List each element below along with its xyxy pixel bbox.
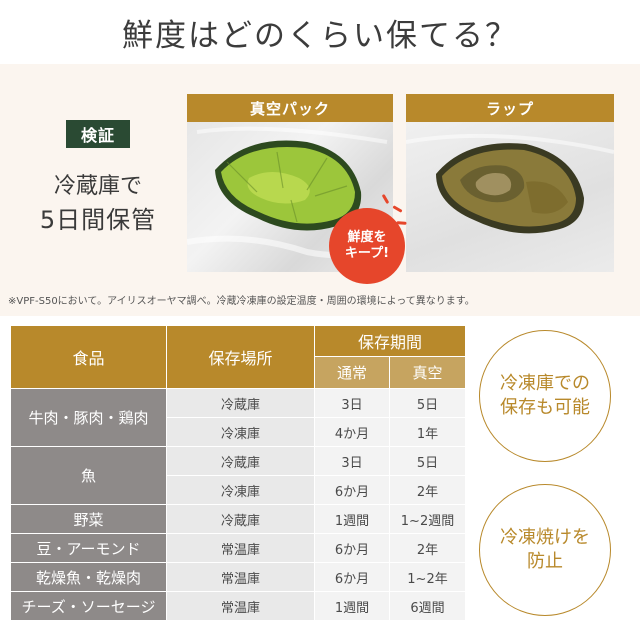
header-normal: 通常: [314, 356, 390, 389]
storage-condition-line1: 冷蔵庫で: [53, 174, 142, 199]
vacuum-avocado-photo: [187, 122, 393, 272]
place-cell: 冷凍庫: [166, 417, 315, 447]
header-vacuum: 真空: [388, 356, 467, 389]
vacuum-period-cell: 6週間: [388, 591, 467, 621]
place-cell: 冷凍庫: [166, 475, 315, 505]
place-cell: 常温庫: [166, 533, 315, 563]
freezer-burn-circle: 冷凍焼けを 防止: [479, 484, 611, 616]
keep-freshness-badge: 鮮度を キープ!: [329, 208, 405, 284]
vacuum-period-cell: 2年: [388, 533, 467, 563]
vacuum-period-cell: 1~2週間: [388, 504, 467, 534]
table-row: チーズ・ソーセージ 常温庫 1週間 6週間: [10, 591, 467, 621]
fresh-avocado-icon: [187, 126, 393, 259]
vacuum-pack-label: 真空パック: [187, 94, 393, 122]
vacuum-period-cell: 2年: [388, 475, 467, 505]
table-row: 魚 冷蔵庫 3日 5日: [10, 446, 467, 505]
table-row: 冷凍庫 4か月 1年: [11, 417, 467, 447]
circle1-line1: 冷凍庫での: [500, 372, 590, 394]
vacuum-period-cell: 5日: [388, 388, 467, 418]
vacuum-period-cell: 1年: [388, 417, 467, 447]
wrap-label: ラップ: [406, 94, 614, 122]
normal-period-cell: 3日: [314, 388, 390, 418]
verification-badge: 検証: [66, 120, 130, 148]
place-cell: 常温庫: [166, 562, 315, 592]
food-cell: チーズ・ソーセージ: [10, 591, 167, 621]
footnote: ※VPF-S50において。アイリスオーヤマ調べ。冷蔵冷凍庫の設定温度・周囲の環境…: [8, 296, 475, 307]
circle1-line2: 保存も可能: [500, 397, 590, 418]
table-row: 豆・アーモンド 常温庫 6か月 2年: [10, 533, 467, 563]
place-cell: 冷蔵庫: [166, 388, 315, 418]
normal-period-cell: 6か月: [314, 533, 390, 563]
table-row: 野菜 冷蔵庫 1週間 1~2週間: [10, 504, 467, 534]
food-cell: 野菜: [10, 504, 167, 534]
circle2-line2: 防止: [527, 551, 563, 572]
vacuum-pack-photo-card: 真空パック: [187, 94, 393, 272]
table-row: 牛肉・豚肉・鶏肉 冷蔵庫 3日 5日: [10, 388, 467, 447]
page-title: 鮮度はどのくらい保てる？: [0, 0, 640, 64]
storage-period-table: 食品 保存場所 保存期間 通常 真空 牛肉・豚肉・鶏肉 冷蔵庫 3日 5日 冷凍…: [10, 325, 467, 621]
browned-avocado-icon: [406, 133, 614, 234]
normal-period-cell: 4か月: [314, 417, 390, 447]
vacuum-period-cell: 5日: [388, 446, 467, 476]
place-cell: 冷蔵庫: [166, 446, 315, 476]
header-storage-period: 保存期間: [313, 325, 467, 357]
food-cell: 牛肉・豚肉・鶏肉: [10, 388, 167, 447]
place-cell: 常温庫: [166, 591, 315, 621]
header-storage-place: 保存場所: [166, 325, 315, 389]
normal-period-cell: 1週間: [314, 504, 390, 534]
food-cell: 豆・アーモンド: [10, 533, 167, 563]
circle2-line1: 冷凍焼けを: [500, 526, 590, 548]
wrap-avocado-photo: [406, 122, 614, 272]
keep-badge-line2: キープ!: [344, 246, 390, 261]
place-cell: 冷蔵庫: [166, 504, 315, 534]
freezer-storage-circle: 冷凍庫での 保存も可能: [479, 330, 611, 462]
normal-period-cell: 6か月: [314, 562, 390, 592]
vacuum-period-cell: 1~2年: [388, 562, 467, 592]
food-cell: 魚: [10, 446, 167, 505]
table-row: 冷凍庫 6か月 2年: [11, 475, 467, 505]
header-food: 食品: [10, 325, 167, 389]
storage-condition-line2: 5日間保管: [39, 206, 157, 234]
table-row: 乾燥魚・乾燥肉 常温庫 6か月 1~2年: [10, 562, 467, 592]
normal-period-cell: 3日: [314, 446, 390, 476]
normal-period-cell: 1週間: [314, 591, 390, 621]
keep-badge-line1: 鮮度を: [347, 229, 387, 245]
food-cell: 乾燥魚・乾燥肉: [10, 562, 167, 592]
normal-period-cell: 6か月: [314, 475, 390, 505]
wrap-photo-card: ラップ: [406, 94, 614, 272]
